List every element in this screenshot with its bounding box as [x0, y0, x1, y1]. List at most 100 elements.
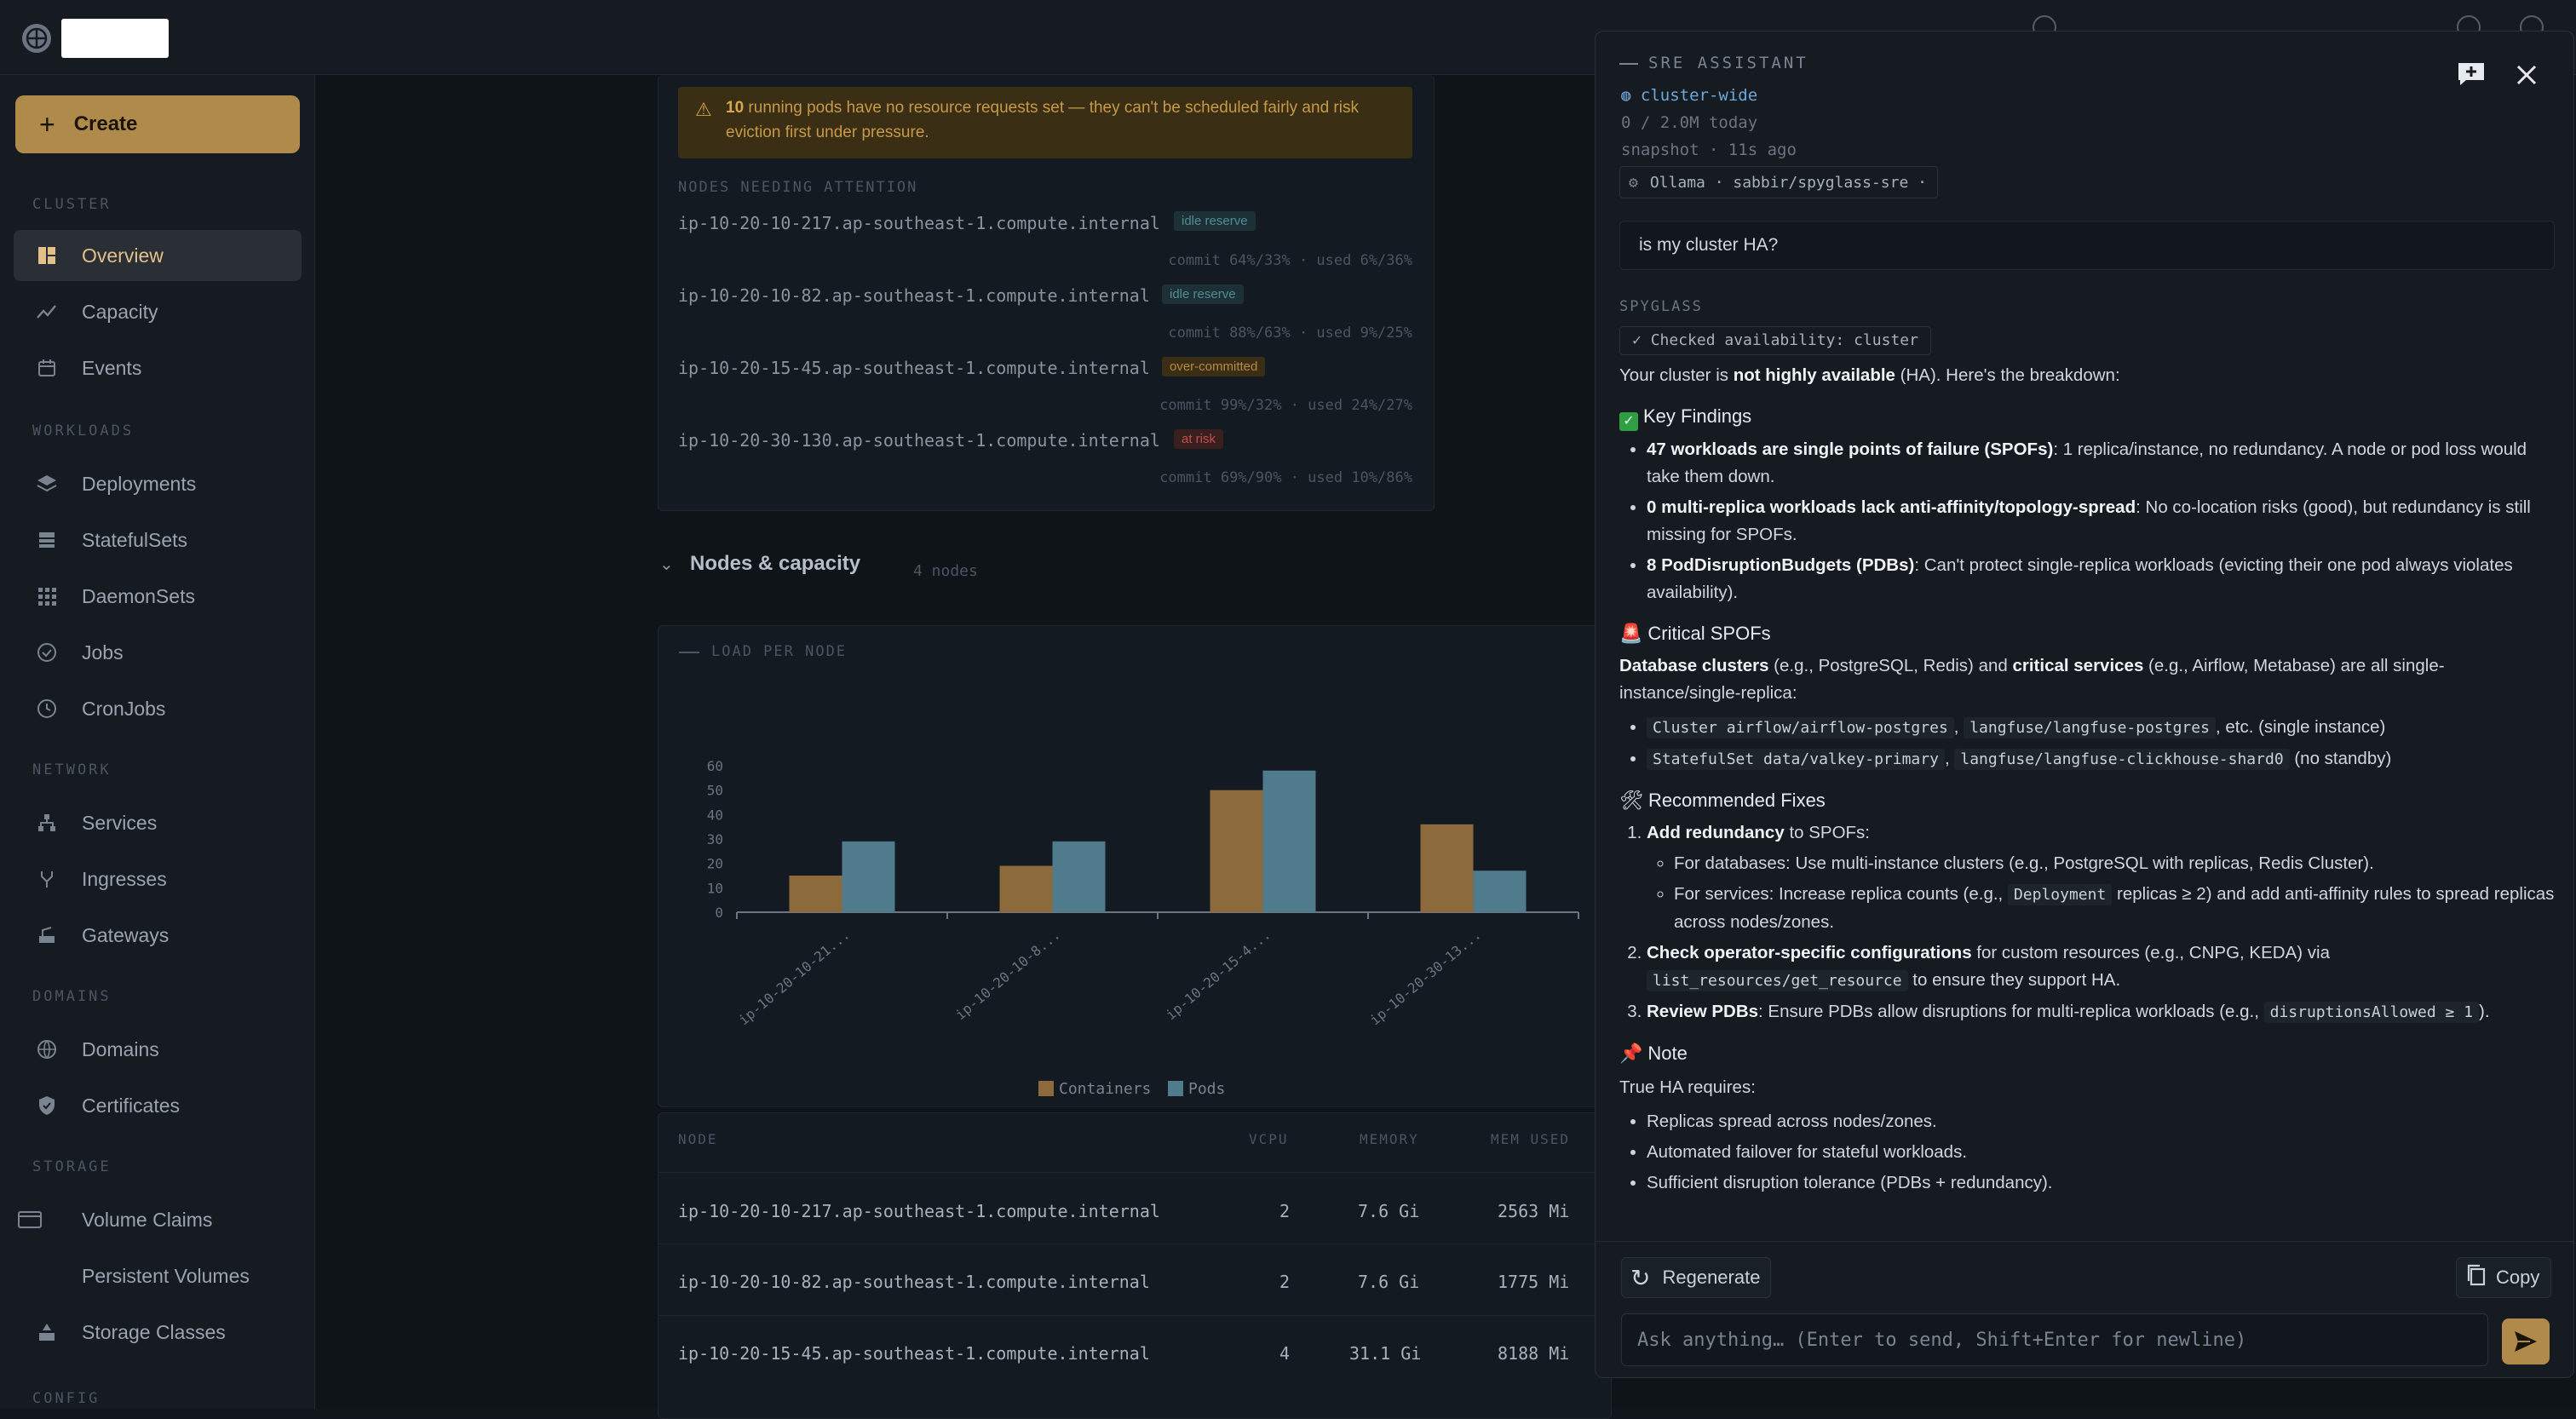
send-button[interactable]	[2502, 1318, 2550, 1364]
sidebar-item-label: Volume Claims	[82, 1208, 213, 1231]
sidebar-item-label: Events	[82, 356, 142, 379]
sidebar-item-statefulsets[interactable]: StatefulSets	[14, 514, 302, 566]
sidebar-item-capacity[interactable]: Capacity	[14, 286, 302, 337]
table-cell-node[interactable]: ip-10-20-15-45.ap-southeast-1.compute.in…	[678, 1343, 1150, 1364]
gateway-icon	[34, 922, 60, 948]
attention-node-name[interactable]: ip-10-20-10-82.ap-southeast-1.compute.in…	[678, 285, 1150, 306]
legend-label: Pods	[1188, 1080, 1225, 1098]
ask-input[interactable]: Ask anything… (Enter to send, Shift+Ente…	[1621, 1313, 2488, 1366]
bar-pods	[1052, 841, 1106, 912]
scope-link[interactable]: cluster-wide	[1640, 86, 1758, 105]
disk-icon	[17, 1207, 43, 1232]
y-tick-label: 60	[707, 758, 723, 774]
note-list: Replicas spread across nodes/zones. Auto…	[1619, 1108, 2556, 1197]
bar-pods	[1473, 870, 1527, 912]
list-item: For services: Increase replica counts (e…	[1674, 881, 2556, 936]
copy-button[interactable]: Copy	[2456, 1257, 2551, 1298]
assistant-answer: SPYGLASS ✓ Checked availability: cluster…	[1619, 296, 2556, 1200]
sidebar-item-services[interactable]: Services	[14, 797, 302, 848]
regenerate-button[interactable]: ↻ Regenerate	[1621, 1257, 1771, 1298]
load-per-node-chart: 60 50 40 30 20 10 0 ip-10-20-10-21... ip-10-20-1…	[707, 758, 1579, 1098]
check-icon: ✓	[1632, 331, 1642, 349]
table-cell-node[interactable]: ip-10-20-10-82.ap-southeast-1.compute.in…	[678, 1272, 1150, 1292]
sidebar-item-events[interactable]: Events	[14, 342, 302, 394]
sidebar-item-cronjobs[interactable]: CronJobs	[14, 683, 302, 734]
sidebar-item-domains[interactable]: Domains	[14, 1024, 302, 1075]
sidebar-item-label: Storage Classes	[82, 1320, 226, 1343]
sidebar-item-gateways[interactable]: Gateways	[14, 910, 302, 961]
sidebar-item-deployments[interactable]: Deployments	[14, 458, 302, 509]
bar-containers	[1420, 824, 1474, 912]
nodes-capacity-title[interactable]: Nodes & capacity	[690, 552, 861, 575]
sidebar-item-label: DaemonSets	[82, 584, 195, 607]
new-chat-icon[interactable]	[2456, 60, 2487, 86]
check-box-icon: ✓	[1619, 412, 1638, 431]
section-network: NETWORK	[32, 761, 112, 778]
nodes-count: 4 nodes	[913, 562, 978, 580]
bar-containers	[1210, 790, 1263, 912]
sidebar-item-label: Jobs	[82, 641, 124, 664]
siren-icon: 🚨	[1619, 623, 1643, 644]
sidebar-item-daemonsets[interactable]: DaemonSets	[14, 571, 302, 622]
sidebar-item-volume-claims[interactable]: Volume Claims	[14, 1194, 302, 1245]
cluster-name-box[interactable]	[61, 19, 169, 58]
sidebar-item-overview[interactable]: Overview	[14, 230, 302, 281]
legend-swatch	[1038, 1081, 1054, 1096]
warning-count: 10	[726, 99, 745, 117]
table-cell-mem-used: 8188 Mi	[1498, 1343, 1570, 1364]
tool-call-chip[interactable]: ✓ Checked availability: cluster	[1619, 326, 1931, 355]
layers-icon	[34, 471, 60, 497]
attention-node-name[interactable]: ip-10-20-15-45.ap-southeast-1.compute.in…	[678, 358, 1150, 378]
findings-list: 47 workloads are single points of failur…	[1619, 436, 2556, 606]
app-logo-icon[interactable]	[22, 24, 51, 53]
calendar-icon	[34, 355, 60, 381]
create-button[interactable]: + Create	[15, 95, 300, 153]
clock-icon	[34, 696, 60, 721]
section-cluster: CLUSTER	[32, 196, 112, 213]
sidebar-item-certificates[interactable]: Certificates	[14, 1080, 302, 1131]
sidebar-item-label: StatefulSets	[82, 528, 188, 551]
col-header-node[interactable]: NODE	[678, 1131, 718, 1147]
col-header-memory[interactable]: MEMORY	[1360, 1131, 1419, 1147]
attention-node-name[interactable]: ip-10-20-30-130.ap-southeast-1.compute.i…	[678, 430, 1160, 451]
storage-class-icon	[34, 1319, 60, 1345]
node-commit-stat: commit 69%/90% · used 10%/86%	[1159, 469, 1412, 486]
close-icon[interactable]	[2516, 64, 2538, 86]
bar-pods	[842, 841, 895, 912]
database-icon	[34, 527, 60, 553]
table-cell-vcpu: 2	[1279, 1201, 1291, 1221]
node-commit-stat: commit 64%/33% · used 6%/36%	[1168, 252, 1412, 269]
status-badge: over-committed	[1162, 357, 1266, 376]
sidebar-item-storage-classes[interactable]: Storage Classes	[14, 1307, 302, 1358]
col-header-mem-used[interactable]: MEM USED	[1491, 1131, 1571, 1147]
bar-containers	[999, 865, 1053, 912]
attention-node-name[interactable]: ip-10-20-10-217.ap-southeast-1.compute.i…	[678, 213, 1160, 233]
note-intro: True HA requires:	[1619, 1077, 1756, 1097]
refresh-icon: ↻	[1630, 1264, 1651, 1291]
sidebar-item-label: Services	[82, 811, 158, 834]
sidebar-item-label: Gateways	[82, 923, 170, 946]
section-config: CONFIG	[32, 1390, 101, 1407]
assistant-title: SRE ASSISTANT	[1648, 54, 1808, 72]
chart-title: LOAD PER NODE	[711, 643, 848, 660]
table-cell-memory: 7.6 Gi	[1358, 1201, 1420, 1221]
list-item: StatefulSet data/valkey-primary, langfus…	[1647, 745, 2556, 773]
section-key-findings: ✓ Key Findings	[1619, 403, 2556, 431]
grid-icon	[34, 583, 60, 609]
sidebar-item-persistent-volumes[interactable]: Persistent Volumes	[14, 1250, 302, 1301]
sidebar-item-jobs[interactable]: Jobs	[14, 627, 302, 678]
col-header-vcpu[interactable]: VCPU	[1249, 1131, 1289, 1147]
chevron-down-icon[interactable]: ⌄	[659, 555, 674, 574]
table-cell-vcpu: 2	[1279, 1272, 1291, 1292]
list-item: For databases: Use multi-instance cluste…	[1674, 850, 2556, 877]
table-cell-node[interactable]: ip-10-20-10-217.ap-southeast-1.compute.i…	[678, 1201, 1160, 1221]
section-critical-spofs: 🚨 Critical SPOFs	[1619, 623, 1771, 644]
copy-label: Copy	[2496, 1267, 2540, 1288]
snapshot-age: snapshot · 11s ago	[1621, 141, 1797, 159]
sidebar-item-ingresses[interactable]: Ingresses	[14, 853, 302, 905]
section-note: 📌 Note	[1619, 1043, 1688, 1064]
pin-icon: 📌	[1619, 1043, 1643, 1064]
model-selector[interactable]: ⚙ Ollama · sabbir/spyglass-sre ·	[1619, 166, 1938, 198]
check-circle-icon	[34, 640, 60, 665]
list-item: Review PDBs: Ensure PDBs allow disruptio…	[1647, 998, 2556, 1026]
